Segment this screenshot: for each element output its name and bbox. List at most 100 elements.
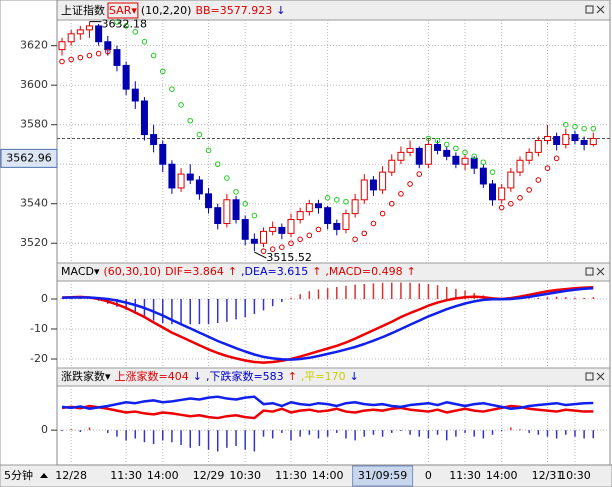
sar-dot bbox=[297, 236, 303, 243]
header-text: ↑ bbox=[407, 265, 416, 278]
candle-body bbox=[205, 193, 213, 209]
candle-body bbox=[177, 173, 185, 189]
sar-dot bbox=[224, 175, 230, 181]
sar-dot bbox=[68, 56, 74, 63]
x-tick-label: 12/28 bbox=[55, 469, 87, 482]
y-axis-area bbox=[0, 0, 58, 466]
annotation: 3632.18 bbox=[101, 18, 147, 31]
sar-dot bbox=[242, 200, 248, 207]
sar-dot bbox=[535, 177, 542, 183]
sar-dot bbox=[178, 102, 184, 108]
candle-body bbox=[571, 134, 579, 142]
candle-body bbox=[159, 143, 167, 165]
candle-body bbox=[296, 211, 304, 221]
x-tick-label: 10:30 bbox=[559, 469, 591, 482]
sar-dot bbox=[563, 121, 569, 128]
header-text: ↓ bbox=[193, 370, 202, 383]
candle-body bbox=[415, 147, 423, 165]
candle-body bbox=[131, 88, 139, 102]
sar-dot bbox=[407, 181, 413, 187]
sar-dot bbox=[251, 212, 258, 219]
icon[interactable] bbox=[596, 5, 605, 14]
header-text: MACD▾ bbox=[61, 265, 100, 278]
candle-body bbox=[489, 183, 497, 201]
cursor-label: 31/09:59 bbox=[358, 469, 407, 482]
line bbox=[61, 395, 594, 411]
candle-body bbox=[104, 41, 112, 51]
candle-body bbox=[461, 157, 469, 165]
sar-dot bbox=[105, 48, 111, 55]
sar-dot bbox=[324, 195, 331, 201]
candle-body bbox=[379, 171, 387, 191]
candle-body bbox=[150, 134, 158, 145]
candle-body bbox=[534, 140, 542, 153]
candle-body bbox=[479, 167, 487, 185]
x-tick-label: 0 bbox=[425, 469, 432, 482]
candle-body bbox=[498, 187, 506, 201]
x-tick-label: 14:00 bbox=[147, 469, 179, 482]
header-text: ,DEA=3.615 bbox=[241, 265, 308, 278]
icon[interactable] bbox=[596, 267, 605, 276]
plot-frame bbox=[56, 0, 611, 466]
candle-body bbox=[388, 159, 396, 173]
sar-dot bbox=[59, 58, 65, 65]
annotation: 3515.52 bbox=[266, 251, 312, 264]
sar-dot bbox=[187, 117, 194, 124]
x-tick-label: 10:30 bbox=[229, 469, 261, 482]
candle-body bbox=[314, 203, 322, 209]
line bbox=[61, 286, 594, 361]
candle-body bbox=[562, 134, 570, 145]
icon[interactable] bbox=[585, 372, 594, 381]
candle-body bbox=[186, 173, 194, 181]
sar-dot bbox=[334, 196, 340, 203]
sar-dot bbox=[352, 236, 358, 243]
candle-body bbox=[369, 179, 377, 191]
sar-dot bbox=[169, 86, 175, 92]
sar-dot bbox=[288, 240, 294, 247]
candle-body bbox=[241, 219, 249, 240]
sar-dot bbox=[388, 200, 395, 207]
sar-dot bbox=[159, 68, 166, 75]
sar-dot bbox=[508, 200, 514, 207]
sar-dot bbox=[269, 246, 276, 252]
candle-body bbox=[260, 230, 268, 244]
sar-dot bbox=[370, 220, 377, 227]
x-tick-label: 14:00 bbox=[312, 469, 344, 482]
y-tick-label: 3580 bbox=[20, 118, 48, 131]
x-tick-label: 11:30 bbox=[110, 469, 142, 482]
sar-dot bbox=[398, 191, 404, 197]
sar-dot bbox=[141, 38, 148, 45]
candle-body bbox=[470, 157, 478, 169]
annotation-leader bbox=[254, 251, 267, 259]
y-tick-label: 3600 bbox=[20, 78, 48, 91]
header-text: (60,30,10) bbox=[104, 265, 162, 278]
period-label[interactable]: 5分钟 bbox=[4, 468, 33, 482]
sar-dot bbox=[434, 137, 441, 144]
candle-body bbox=[333, 222, 341, 230]
sar-dot bbox=[205, 147, 212, 154]
sar-dot bbox=[132, 29, 139, 35]
candle-body bbox=[250, 238, 258, 244]
y-tick-label: -20 bbox=[30, 352, 48, 365]
y-tick-label: -10 bbox=[30, 322, 48, 335]
candle-body bbox=[443, 149, 451, 157]
sar-dot bbox=[379, 210, 386, 217]
sar-dot bbox=[553, 155, 560, 162]
sar-dot bbox=[315, 226, 322, 233]
header-text: ↓ bbox=[350, 370, 359, 383]
y-tick-label: 3540 bbox=[20, 197, 48, 210]
sar-dot bbox=[517, 195, 523, 201]
header-text: 上证指数 bbox=[61, 3, 105, 17]
icon[interactable] bbox=[585, 267, 594, 276]
x-tick-label: 11:30 bbox=[275, 469, 307, 482]
candle-body bbox=[58, 41, 66, 51]
sar-dot bbox=[416, 171, 423, 177]
candle-body bbox=[214, 207, 222, 224]
icon[interactable] bbox=[596, 372, 605, 381]
sar-dot bbox=[95, 50, 102, 57]
sar-dot bbox=[425, 135, 432, 142]
icon[interactable] bbox=[585, 5, 594, 14]
period-arrow[interactable] bbox=[40, 473, 48, 478]
candle-body bbox=[507, 171, 515, 189]
